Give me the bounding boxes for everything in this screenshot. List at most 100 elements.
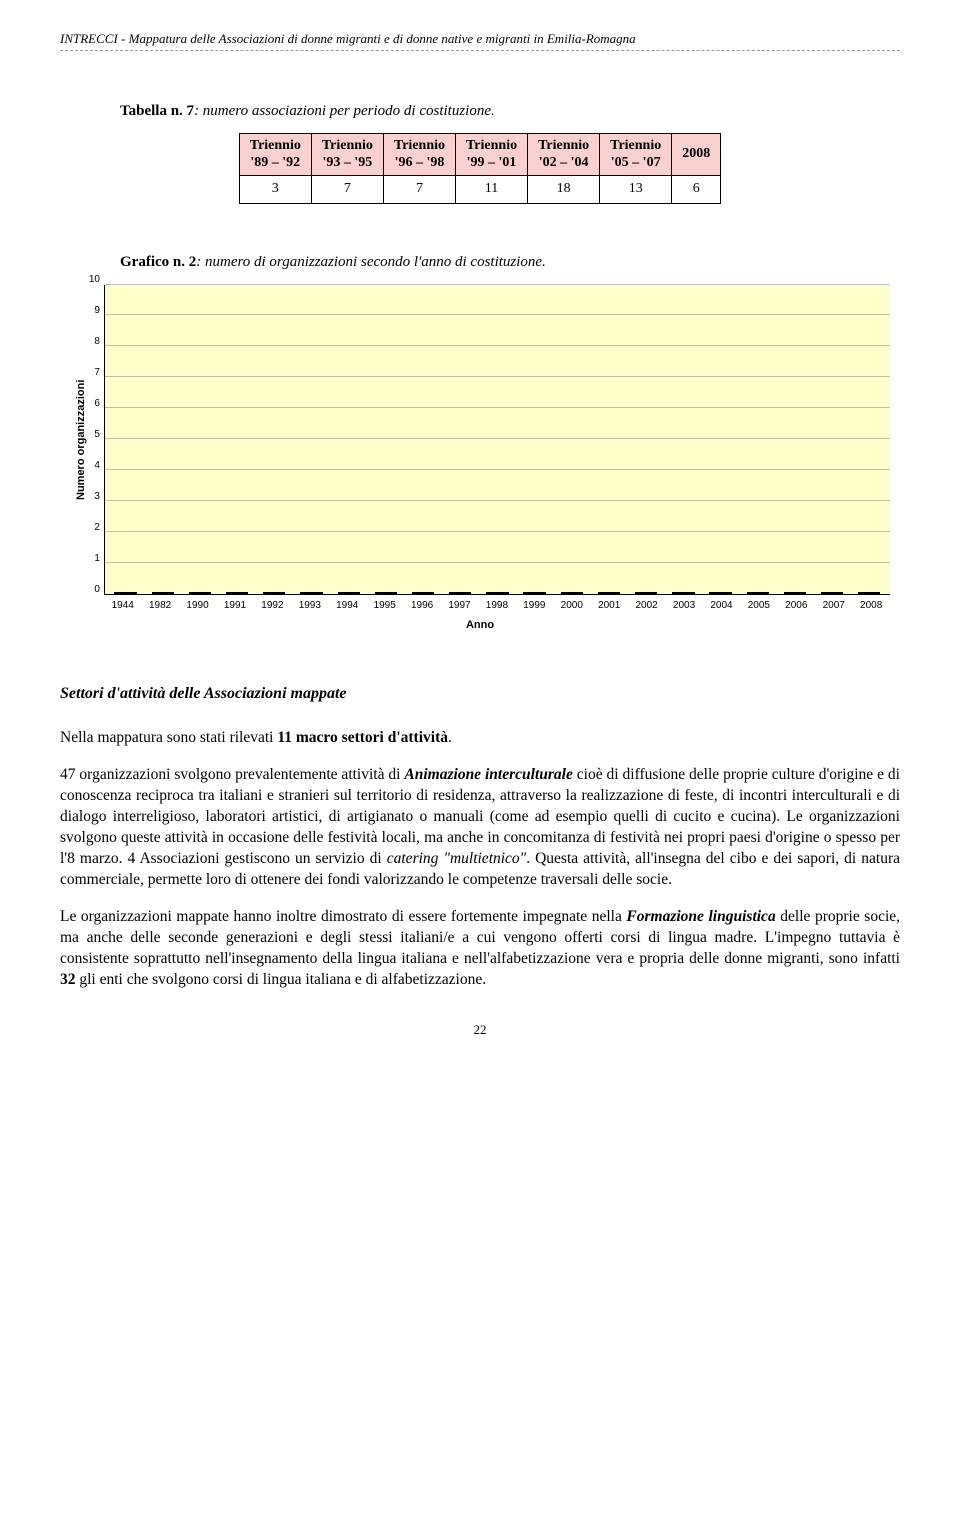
bar-slot [219, 592, 256, 594]
bar [672, 592, 694, 594]
bar-slot [702, 592, 739, 594]
bar-slot [590, 592, 627, 594]
bar-slot [628, 592, 665, 594]
bar-slot [181, 592, 218, 594]
bar [114, 592, 136, 594]
bar [821, 592, 843, 594]
bar-slot [293, 592, 330, 594]
x-tick: 1991 [216, 595, 253, 613]
bar [709, 592, 731, 594]
bar-slot [404, 592, 441, 594]
bar [375, 592, 397, 594]
paragraph-2: 47 organizzazioni svolgono prevalentemen… [60, 765, 900, 891]
p1-lead: Nella mappatura sono stati rilevati [60, 729, 277, 746]
x-tick: 1994 [329, 595, 366, 613]
y-axis-ticks: 109876543210 [89, 285, 104, 595]
table-header-cell: Triennio'93 – '95 [311, 133, 383, 176]
table-caption-rest: : numero associazioni per periodo di cos… [194, 103, 495, 119]
bar [858, 592, 880, 594]
bar-slot [851, 592, 888, 594]
x-tick: 2004 [703, 595, 740, 613]
bar-slot [516, 592, 553, 594]
bar-slot [107, 592, 144, 594]
bar [189, 592, 211, 594]
table-cell: 7 [311, 176, 383, 204]
bar [338, 592, 360, 594]
x-tick: 2002 [628, 595, 665, 613]
x-tick: 1998 [478, 595, 515, 613]
bar-slot [776, 592, 813, 594]
x-tick: 1990 [179, 595, 216, 613]
table-data-row: 3771118136 [239, 176, 720, 204]
page-header: INTRECCI - Mappatura delle Associazioni … [60, 30, 900, 48]
bar [561, 592, 583, 594]
x-tick: 2001 [590, 595, 627, 613]
x-tick: 2007 [815, 595, 852, 613]
x-tick: 2006 [778, 595, 815, 613]
table-cell: 11 [456, 176, 528, 204]
x-tick: 1992 [254, 595, 291, 613]
table-header-cell: 2008 [672, 133, 721, 176]
bar [449, 592, 471, 594]
bar [635, 592, 657, 594]
table-caption: Tabella n. 7: numero associazioni per pe… [120, 101, 900, 121]
bar [523, 592, 545, 594]
bar [152, 592, 174, 594]
page-number: 22 [60, 1021, 900, 1039]
x-tick: 1944 [104, 595, 141, 613]
chart-caption-rest: : numero di organizzazioni secondo l'ann… [196, 254, 546, 270]
table-header-cell: Triennio'99 – '01 [456, 133, 528, 176]
table-cell: 7 [383, 176, 455, 204]
chart-caption-bold: Grafico n. 2 [120, 254, 196, 270]
bar-slot [814, 592, 851, 594]
bar-slot [442, 592, 479, 594]
table-cell: 3 [239, 176, 311, 204]
p1-bold: 11 macro settori d'attività [277, 729, 448, 746]
bar-slot [367, 592, 404, 594]
chart-caption: Grafico n. 2: numero di organizzazioni s… [120, 252, 900, 272]
table-header-row: Triennio'89 – '92Triennio'93 – '95Trienn… [239, 133, 720, 176]
table-header-cell: Triennio'96 – '98 [383, 133, 455, 176]
bar [412, 592, 434, 594]
x-tick: 1982 [141, 595, 178, 613]
section-heading: Settori d'attività delle Associazioni ma… [60, 683, 900, 705]
table-cell: 13 [600, 176, 672, 204]
table-header-cell: Triennio'89 – '92 [239, 133, 311, 176]
bars-container [105, 285, 890, 594]
bar [486, 592, 508, 594]
x-axis-label: Anno [70, 618, 890, 633]
paragraph-1: Nella mappatura sono stati rilevati 11 m… [60, 728, 900, 749]
table-header-cell: Triennio'05 – '07 [600, 133, 672, 176]
bar [226, 592, 248, 594]
bar [784, 592, 806, 594]
x-tick: 1995 [366, 595, 403, 613]
x-tick: 1996 [403, 595, 440, 613]
paragraph-3: Le organizzazioni mappate hanno inoltre … [60, 907, 900, 991]
x-tick: 2000 [553, 595, 590, 613]
x-tick: 1993 [291, 595, 328, 613]
periodo-table: Triennio'89 – '92Triennio'93 – '95Trienn… [239, 133, 721, 204]
bar [300, 592, 322, 594]
table-header-cell: Triennio'02 – '04 [528, 133, 600, 176]
table-cell: 6 [672, 176, 721, 204]
bar [263, 592, 285, 594]
bar-slot [256, 592, 293, 594]
bar-chart: Numero organizzazioni 109876543210 19441… [70, 285, 890, 633]
x-tick: 1997 [441, 595, 478, 613]
x-tick: 2005 [740, 595, 777, 613]
x-tick: 2003 [665, 595, 702, 613]
bar-slot [553, 592, 590, 594]
bar-slot [739, 592, 776, 594]
x-axis-ticks: 1944198219901991199219931994199519961997… [70, 595, 890, 613]
bar-slot [479, 592, 516, 594]
x-tick: 1999 [516, 595, 553, 613]
x-tick: 2008 [852, 595, 889, 613]
bar [747, 592, 769, 594]
bar [598, 592, 620, 594]
header-divider [60, 50, 900, 51]
table-caption-bold: Tabella n. 7 [120, 103, 194, 119]
y-axis-label: Numero organizzazioni [70, 285, 89, 595]
bar-slot [144, 592, 181, 594]
table-cell: 18 [528, 176, 600, 204]
plot-area [104, 285, 890, 595]
